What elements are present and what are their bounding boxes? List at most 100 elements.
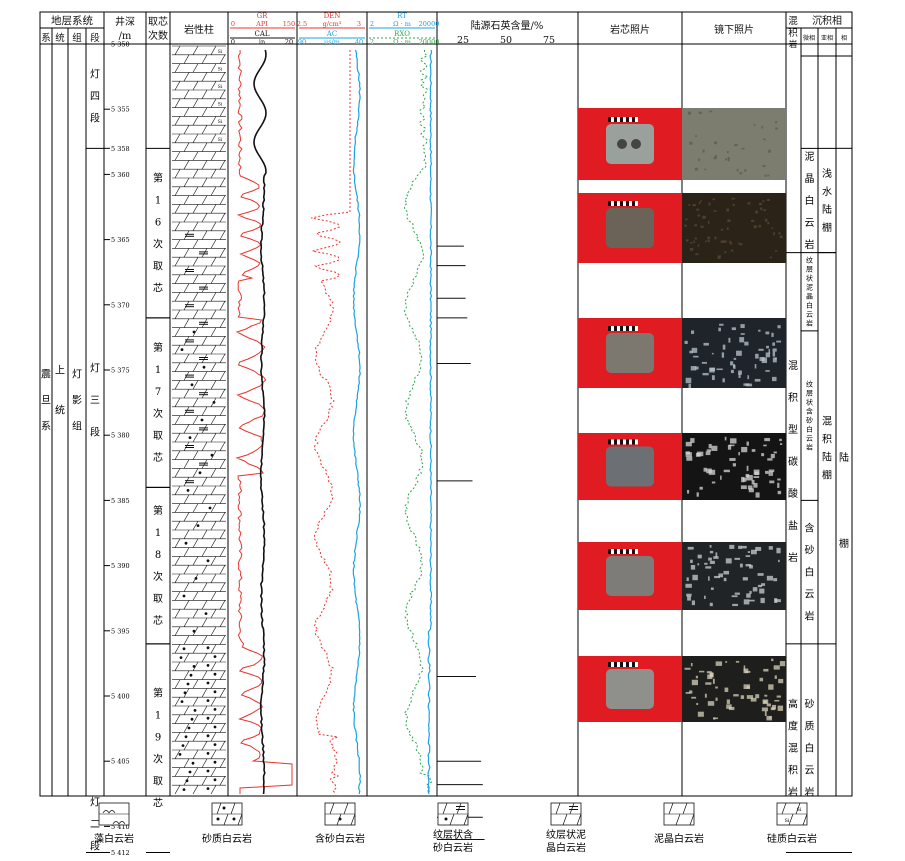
micro-facies-label: 砂 [805, 698, 815, 711]
mineral-grain [715, 552, 718, 558]
mineral-grain [771, 332, 774, 337]
lamination-mark [185, 269, 194, 270]
dolomite-stroke [192, 345, 199, 355]
mineral-grain [715, 686, 718, 689]
mineral-grain [735, 660, 740, 663]
siliceous-symbol: Si [218, 102, 223, 108]
mixed-rock-label: 混 [788, 360, 798, 372]
sand-grain [182, 647, 186, 651]
micro-facies-label: 砂 [805, 544, 815, 557]
mineral-grain [701, 361, 707, 364]
mineral-grain [755, 546, 762, 551]
dolomite-stroke [192, 309, 199, 319]
sand-grain [188, 436, 192, 439]
group-header: 组 [72, 32, 82, 44]
mineral-grain [760, 207, 763, 211]
mineral-grain [768, 471, 771, 476]
mineral-grain [696, 702, 699, 706]
mineral-grain [707, 220, 710, 224]
mineral-grain [686, 456, 693, 461]
dolomite-stroke [219, 635, 226, 645]
mineral-grain [729, 458, 736, 461]
mineral-grain [725, 558, 732, 564]
core-plug-hole [631, 139, 641, 149]
micro-facies-label: 层 [806, 390, 813, 398]
dolomite-stroke [201, 89, 208, 99]
lamination-mark [185, 480, 194, 482]
series-name: 上 [55, 365, 65, 377]
sub-facies-label: 陆 [822, 451, 832, 464]
mineral-grain [743, 684, 751, 690]
core-photo [578, 318, 682, 388]
dolomite-stroke [183, 441, 190, 451]
thin-section-background [682, 193, 786, 263]
sand-grain [183, 691, 187, 695]
legend-dolomite-stroke [343, 802, 349, 815]
mineral-grain [774, 675, 777, 679]
mineral-grain [766, 703, 771, 707]
legend-algal-mark [112, 821, 126, 825]
mineral-grain [731, 327, 737, 331]
mineral-grain [743, 668, 749, 674]
micro-facies-label: 云 [806, 435, 813, 443]
mineral-grain [689, 141, 693, 145]
depth-tick-label: 5 365 [111, 236, 130, 244]
dolomite-stroke [183, 248, 190, 258]
dolomite-stroke [192, 521, 199, 531]
dolomite-stroke [174, 785, 181, 795]
dolomite-stroke [210, 521, 217, 531]
legend-dolomite-stroke [802, 813, 808, 826]
scale-bar-tick [626, 439, 629, 445]
mineral-grain [702, 149, 705, 153]
micro-facies-label: 云 [805, 766, 815, 777]
legend-dolomite-stroke [223, 813, 229, 826]
core-run-label: 9 [155, 733, 161, 744]
dolomite-stroke [192, 468, 199, 478]
dolomite-stroke [201, 72, 208, 82]
legend-label: 泥晶白云岩 [654, 832, 704, 845]
sand-grain [187, 726, 191, 730]
scale-bar-tick [608, 439, 611, 445]
mineral-grain [755, 492, 760, 498]
dolomite-stroke [201, 565, 208, 575]
dolomite-stroke [183, 195, 190, 205]
mineral-grain [714, 575, 721, 579]
dolomite-stroke [219, 248, 226, 258]
dolomite-stroke [210, 362, 217, 372]
dolomite-stroke [183, 670, 190, 680]
mineral-grain [720, 240, 724, 244]
mineral-grain [716, 368, 723, 371]
scale-bar-tick [632, 549, 635, 554]
lamination-mark [185, 306, 194, 308]
mineral-grain [738, 242, 741, 245]
mineral-grain [740, 333, 745, 335]
dolomite-stroke [201, 248, 208, 258]
member-name: 段 [90, 112, 100, 125]
thin-section-photo [682, 318, 786, 388]
dolomite-stroke [210, 98, 217, 108]
mineral-grain [687, 546, 694, 550]
dolomite-stroke [210, 257, 217, 267]
dolomite-stroke [201, 459, 208, 469]
mineral-grain [777, 325, 781, 329]
mineral-grain [690, 438, 695, 443]
mineral-grain [685, 218, 688, 221]
mineral-grain [751, 549, 757, 555]
mineral-grain [711, 352, 714, 355]
mineral-grain [777, 705, 784, 711]
dolomite-stroke [174, 204, 181, 214]
dolomite-stroke [219, 565, 226, 575]
dolomite-stroke [201, 688, 208, 698]
scale-bar-tick [614, 117, 617, 122]
dolomite-stroke [219, 529, 226, 539]
legend-label: 砂质白云岩 [202, 832, 252, 845]
dolomite-stroke [183, 89, 190, 99]
core-run-label: 次 [153, 407, 163, 420]
mineral-grain [696, 492, 699, 497]
dolomite-stroke [201, 195, 208, 205]
log-scale-max: 20 [285, 38, 293, 46]
mineral-grain [726, 704, 732, 709]
dolomite-stroke [174, 661, 181, 671]
mineral-grain [769, 256, 773, 259]
